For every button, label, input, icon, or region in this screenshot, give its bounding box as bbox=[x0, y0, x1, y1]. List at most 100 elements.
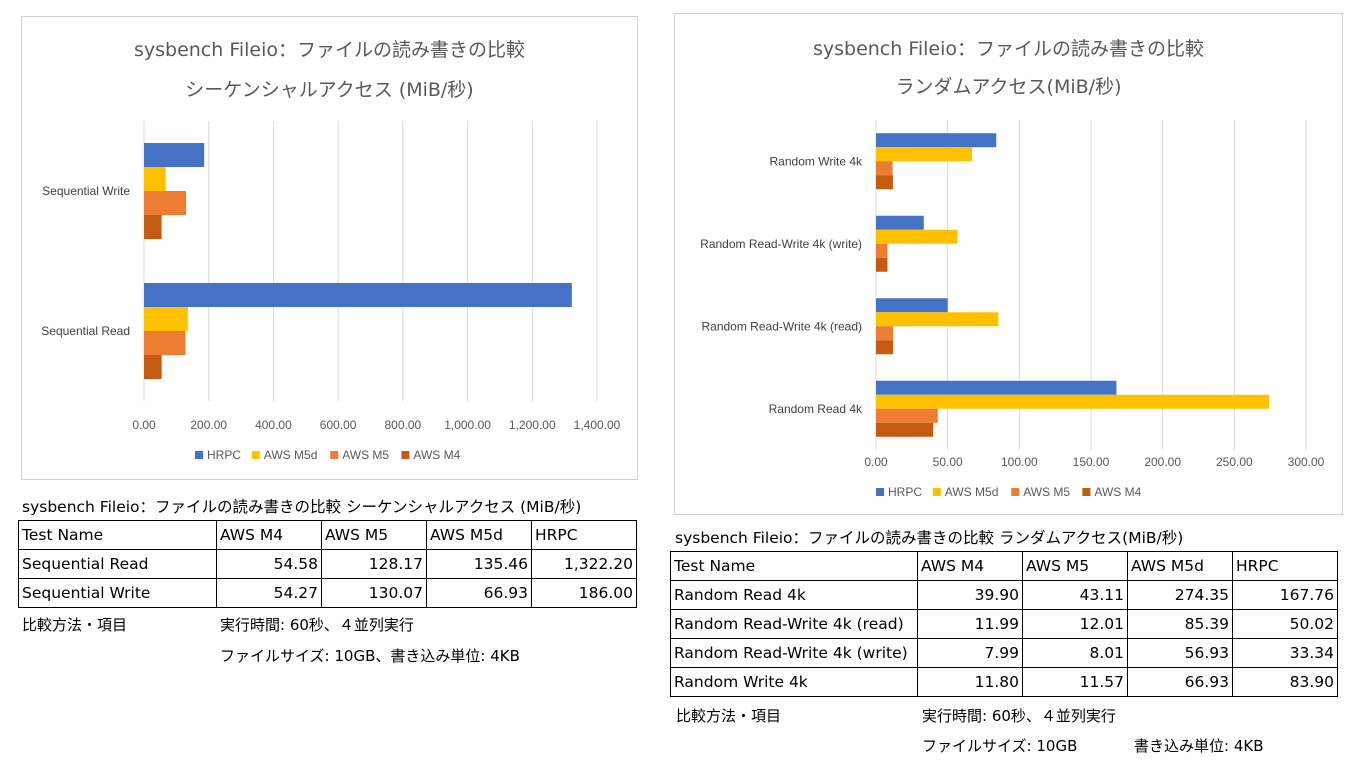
value-cell: 135.46 bbox=[426, 549, 532, 579]
test-name-cell: Sequential Read bbox=[18, 549, 217, 579]
legend-item-aws-m5d: AWS M5d bbox=[251, 448, 318, 462]
x-tick-label: 1,000.00 bbox=[444, 418, 491, 432]
category-label: Random Read-Write 4k (read) bbox=[701, 319, 862, 333]
value-cell: 12.01 bbox=[1022, 609, 1128, 639]
test-name-cell: Sequential Write bbox=[18, 578, 217, 608]
sequential-bar-chart: 0.00 200.00 400.00 600.00 800.00 1,000.00 1,20… bbox=[41, 121, 621, 462]
legend-item-aws-m4: AWS M4 bbox=[401, 448, 461, 462]
x-tick-label: 50.00 bbox=[933, 455, 963, 469]
category-label: Random Read-Write 4k (write) bbox=[700, 237, 862, 251]
random-table: Test Name AWS M4 AWS M5 AWS M5d HRPC Ran… bbox=[670, 551, 1338, 697]
header-cell: AWS M5 bbox=[1022, 551, 1128, 581]
chart-title-line2: ランダムアクセス(MiB/秒) bbox=[895, 76, 1122, 98]
random-bar-chart: 0.00 50.00 100.00 150.00 200.00 250.00 300.00 R… bbox=[700, 120, 1325, 499]
x-tick-label: 100.00 bbox=[1001, 455, 1038, 469]
bar-aws-m5-random-write-4k bbox=[876, 161, 893, 176]
x-tick-label: 1,400.00 bbox=[574, 418, 621, 432]
value-cell: 167.76 bbox=[1232, 580, 1338, 610]
legend-item-aws-m4: AWS M4 bbox=[1082, 485, 1142, 499]
header-cell: AWS M4 bbox=[216, 520, 322, 550]
legend-swatch bbox=[1082, 488, 1091, 496]
table-row: Sequential Read 54.58 128.17 135.46 1,32… bbox=[18, 549, 637, 579]
value-cell: 54.27 bbox=[216, 578, 322, 608]
method-label: 比較方法・項目 bbox=[22, 616, 128, 634]
legend-swatch bbox=[401, 451, 410, 459]
sequential-table-title: sysbench Fileio：ファイルの読み書きの比較 シーケンシャルアクセス… bbox=[22, 498, 582, 516]
legend-label: AWS M5d bbox=[264, 448, 318, 462]
method-label: 比較方法・項目 bbox=[676, 707, 782, 725]
x-tick-label: 400.00 bbox=[255, 418, 292, 432]
table-row: Random Read-Write 4k (read) 11.99 12.01 … bbox=[670, 609, 1338, 639]
table-row: Sequential Write 54.27 130.07 66.93 186.… bbox=[18, 578, 637, 608]
method-line-2b: 書き込み単位: 4KB bbox=[1134, 737, 1264, 755]
legend-item-aws-m5: AWS M5 bbox=[330, 448, 389, 462]
value-cell: 128.17 bbox=[321, 549, 427, 579]
x-tick-label: 300.00 bbox=[1288, 455, 1325, 469]
bar-aws-m5d-random-read-4k bbox=[876, 394, 1270, 409]
bar-aws-m5-random-read-write-4k-read bbox=[876, 326, 894, 341]
legend-label: AWS M5 bbox=[342, 448, 389, 462]
value-cell: 85.39 bbox=[1127, 609, 1233, 639]
legend-swatch bbox=[1011, 488, 1020, 496]
category-label: Sequential Write bbox=[42, 184, 130, 198]
x-tick-label: 150.00 bbox=[1073, 455, 1110, 469]
table-row: Random Read 4k 39.90 43.11 274.35 167.76 bbox=[670, 580, 1338, 610]
legend-swatch bbox=[251, 451, 260, 459]
header-cell: Test Name bbox=[18, 520, 217, 550]
bar-hrpc-random-read-write-4k-write bbox=[876, 215, 924, 230]
test-name-cell: Random Read-Write 4k (write) bbox=[670, 638, 918, 668]
bar-aws-m4-random-read-4k bbox=[876, 422, 934, 437]
table-header-row: Test Name AWS M4 AWS M5 AWS M5d HRPC bbox=[670, 551, 1338, 581]
sequential-table: Test Name AWS M4 AWS M5 AWS M5d HRPC Seq… bbox=[18, 520, 637, 608]
bar-hrpc-random-read-4k bbox=[876, 380, 1117, 395]
x-tick-label: 800.00 bbox=[385, 418, 422, 432]
category-label: Random Write 4k bbox=[770, 154, 863, 168]
header-cell: HRPC bbox=[1232, 551, 1338, 581]
x-tick-label: 200.00 bbox=[190, 418, 227, 432]
value-cell: 33.34 bbox=[1232, 638, 1338, 668]
header-cell: AWS M5d bbox=[1127, 551, 1233, 581]
bar-aws-m4-random-read-write-4k-write bbox=[876, 257, 888, 272]
bar-hrpc-random-read-write-4k-read bbox=[876, 298, 948, 313]
bar-hrpc-random-write-4k bbox=[876, 133, 997, 148]
chart-title-line1: sysbench Fileio：ファイルの読み書きの比較 bbox=[133, 39, 526, 61]
table-row: Random Write 4k 11.80 11.57 66.93 83.90 bbox=[670, 667, 1338, 697]
x-tick-label: 250.00 bbox=[1216, 455, 1253, 469]
bar-hrpc-sequential-read bbox=[144, 283, 572, 307]
legend-label: HRPC bbox=[888, 485, 922, 499]
value-cell: 66.93 bbox=[1127, 667, 1233, 697]
header-cell: AWS M5 bbox=[321, 520, 427, 550]
category-label: Sequential Read bbox=[41, 324, 130, 338]
category-label: Random Read 4k bbox=[769, 402, 863, 416]
value-cell: 56.93 bbox=[1127, 638, 1233, 668]
header-cell: AWS M5d bbox=[426, 520, 532, 550]
bar-aws-m5d-random-read-write-4k-read bbox=[876, 312, 999, 327]
bar-aws-m5d-sequential-read bbox=[144, 307, 188, 331]
test-name-cell: Random Write 4k bbox=[670, 667, 918, 697]
value-cell: 1,322.20 bbox=[531, 549, 637, 579]
sequential-chart: sysbench Fileio：ファイルの読み書きの比較 シーケンシャルアクセス… bbox=[21, 16, 638, 480]
legend-swatch bbox=[876, 488, 884, 496]
method-line-1: 実行時間: 60秒、４並列実行 bbox=[220, 616, 414, 634]
method-line-2a: ファイルサイズ: 10GB bbox=[922, 737, 1078, 755]
legend-item-hrpc: HRPC bbox=[195, 448, 241, 462]
bar-aws-m4-sequential-read bbox=[144, 355, 162, 379]
legend-item-aws-m5: AWS M5 bbox=[1011, 485, 1070, 499]
bar-aws-m5-sequential-read bbox=[144, 331, 186, 355]
legend-label: HRPC bbox=[207, 448, 241, 462]
value-cell: 50.02 bbox=[1232, 609, 1338, 639]
x-tick-label: 200.00 bbox=[1144, 455, 1181, 469]
method-line-2: ファイルサイズ: 10GB、書き込み単位: 4KB bbox=[220, 647, 520, 665]
x-tick-label: 0.00 bbox=[864, 455, 888, 469]
legend-item-hrpc: HRPC bbox=[876, 485, 922, 499]
legend-swatch bbox=[195, 451, 203, 459]
value-cell: 54.58 bbox=[216, 549, 322, 579]
header-cell: HRPC bbox=[531, 520, 637, 550]
value-cell: 83.90 bbox=[1232, 667, 1338, 697]
legend-item-aws-m5d: AWS M5d bbox=[932, 485, 998, 499]
value-cell: 66.93 bbox=[426, 578, 532, 608]
value-cell: 43.11 bbox=[1022, 580, 1128, 610]
value-cell: 11.80 bbox=[917, 667, 1023, 697]
value-cell: 7.99 bbox=[917, 638, 1023, 668]
value-cell: 11.99 bbox=[917, 609, 1023, 639]
